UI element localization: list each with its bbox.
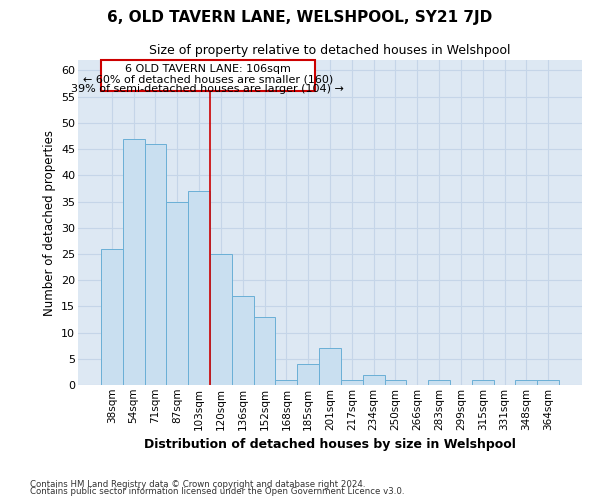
Bar xyxy=(428,380,450,385)
Bar xyxy=(385,380,406,385)
Text: 39% of semi-detached houses are larger (104) →: 39% of semi-detached houses are larger (… xyxy=(71,84,344,94)
Text: ← 60% of detached houses are smaller (160): ← 60% of detached houses are smaller (16… xyxy=(83,74,333,84)
X-axis label: Distribution of detached houses by size in Welshpool: Distribution of detached houses by size … xyxy=(144,438,516,451)
Bar xyxy=(254,317,275,385)
Text: Contains HM Land Registry data © Crown copyright and database right 2024.: Contains HM Land Registry data © Crown c… xyxy=(30,480,365,489)
FancyBboxPatch shape xyxy=(101,60,315,92)
Text: 6 OLD TAVERN LANE: 106sqm: 6 OLD TAVERN LANE: 106sqm xyxy=(125,64,291,74)
Bar xyxy=(363,374,385,385)
Bar xyxy=(341,380,363,385)
Title: Size of property relative to detached houses in Welshpool: Size of property relative to detached ho… xyxy=(149,44,511,58)
Bar xyxy=(297,364,319,385)
Y-axis label: Number of detached properties: Number of detached properties xyxy=(43,130,56,316)
Bar xyxy=(145,144,166,385)
Bar xyxy=(232,296,254,385)
Bar xyxy=(188,191,210,385)
Text: 6, OLD TAVERN LANE, WELSHPOOL, SY21 7JD: 6, OLD TAVERN LANE, WELSHPOOL, SY21 7JD xyxy=(107,10,493,25)
Bar xyxy=(275,380,297,385)
Bar xyxy=(515,380,537,385)
Bar xyxy=(472,380,494,385)
Bar xyxy=(319,348,341,385)
Bar xyxy=(123,138,145,385)
Bar xyxy=(101,248,123,385)
Bar xyxy=(537,380,559,385)
Bar xyxy=(210,254,232,385)
Bar xyxy=(166,202,188,385)
Text: Contains public sector information licensed under the Open Government Licence v3: Contains public sector information licen… xyxy=(30,487,404,496)
